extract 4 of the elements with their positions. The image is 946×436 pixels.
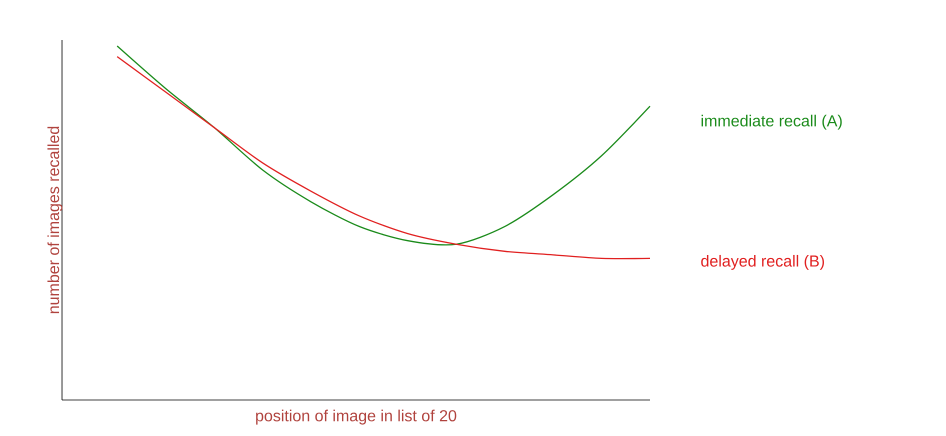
x-axis-title: position of image in list of 20 xyxy=(256,410,456,425)
text: delayed recall (B) xyxy=(701,254,824,270)
text: immediate recall (A) xyxy=(702,114,842,130)
y-axis-title: number of images recalled xyxy=(47,126,62,314)
